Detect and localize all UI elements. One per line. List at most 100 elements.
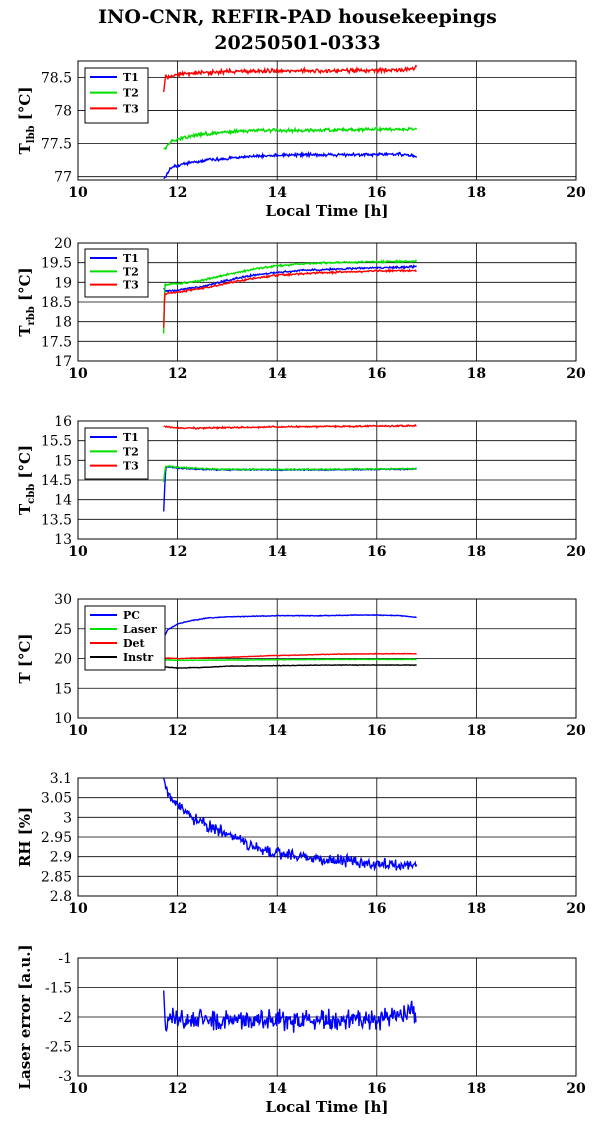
panel-rbb: 10 12 14 16 18 20 17 17.5 18 18.5 19 19.5 20 Trbb [°C…: [16, 236, 586, 382]
panel-rh: 10 12 14 16 18 20 2.8 2.85 2.9 2.95 3 3.05 3.1 RH [%]: [16, 771, 586, 917]
y-tick-label: 3.1: [50, 771, 72, 787]
y-tick-label: 13: [54, 532, 72, 548]
x-tick-label: 12: [168, 366, 187, 382]
x-tick-label: 10: [68, 901, 88, 917]
series-line-t3: [163, 64, 418, 93]
y-tick-label: 30: [54, 592, 72, 608]
x-tick-label: 10: [68, 185, 88, 201]
x-tick-label: 18: [467, 544, 486, 560]
x-tick-label: 18: [467, 723, 486, 739]
series-line-laser: [163, 990, 417, 1033]
legend-label: T1: [123, 252, 139, 265]
plot-frame: [77, 60, 577, 181]
x-tick-label: 14: [267, 723, 287, 739]
x-tick-label: 20: [566, 366, 586, 382]
y-tick-label: 77: [54, 170, 72, 186]
x-tick-label: 16: [367, 366, 386, 382]
y-tick-label: 14: [54, 493, 72, 509]
y-tick-label: 20: [54, 652, 72, 668]
legend-label: T2: [123, 87, 139, 100]
y-axis-label: Laser error [a.u.]: [16, 944, 34, 1089]
x-tick-label: 18: [467, 185, 486, 201]
series-line-instr: [163, 663, 417, 670]
series-line-rh: [163, 778, 418, 872]
x-tick-label: 12: [168, 544, 187, 560]
y-axis-label: T [°C]: [16, 633, 34, 683]
y-tick-label: 13.5: [41, 512, 72, 528]
y-tick-label: -2: [58, 1010, 72, 1026]
legend-label: T1: [123, 431, 139, 444]
chart-title-line2: 20250501-0333: [214, 32, 381, 54]
legend-label: Det: [123, 637, 146, 650]
legend-label: T2: [123, 265, 139, 278]
y-tick-label: 2.95: [41, 830, 72, 846]
panel-temps: 10 12 14 16 18 20 10 15 20 25 30 T [°C] PCLaserDetIn…: [16, 592, 586, 739]
chart-title-line1: INO-CNR, REFIR-PAD housekeepings: [98, 6, 497, 28]
series-line-laser: [163, 658, 417, 662]
series-line-pc: [163, 613, 417, 639]
x-tick-label: 14: [267, 1081, 287, 1097]
x-tick-label: 12: [168, 723, 187, 739]
y-tick-label: 18.5: [41, 295, 72, 311]
y-tick-label: 77.5: [41, 137, 72, 153]
y-tick-label: 17: [54, 354, 72, 370]
y-tick-label: 17.5: [41, 334, 72, 350]
y-tick-label: 2.85: [41, 869, 72, 885]
legend-label: T2: [123, 445, 139, 458]
x-tick-label: 16: [367, 185, 386, 201]
series-line-t2: [163, 465, 418, 483]
y-tick-label: 3.05: [41, 791, 72, 807]
x-tick-label: 16: [367, 1081, 386, 1097]
y-tick-label: 15.5: [41, 434, 72, 450]
x-tick-label: 20: [566, 723, 586, 739]
series-line-t1: [163, 150, 418, 180]
y-tick-label: -2.5: [45, 1040, 72, 1056]
series-line-t3: [163, 268, 417, 328]
y-axis-label: RH [%]: [16, 807, 34, 867]
x-tick-label: 18: [467, 1081, 486, 1097]
legend-label: Instr: [123, 651, 153, 664]
x-tick-label: 10: [68, 723, 88, 739]
y-tick-label: 20: [54, 236, 72, 252]
x-tick-label: 16: [367, 544, 386, 560]
legend-label: T3: [123, 460, 139, 473]
legend-label: T1: [123, 71, 139, 84]
y-tick-label: 18: [54, 315, 72, 331]
y-tick-label: -1: [58, 951, 72, 967]
y-axis-label: Tcbb [°C]: [16, 445, 37, 515]
x-tick-label: 14: [267, 366, 287, 382]
y-tick-label: 78: [54, 104, 72, 120]
x-tick-label: 20: [566, 901, 586, 917]
x-tick-label: 14: [267, 544, 287, 560]
x-tick-label: 16: [367, 901, 386, 917]
x-tick-label: 12: [168, 901, 187, 917]
y-tick-label: 15: [54, 681, 72, 697]
y-tick-label: 2.8: [50, 889, 72, 905]
series-line-t3: [163, 423, 417, 431]
x-tick-label: 10: [68, 1081, 88, 1097]
series-line-t2: [163, 258, 418, 334]
x-tick-label: 10: [68, 544, 88, 560]
y-tick-label: 19: [54, 275, 72, 291]
y-tick-label: 25: [54, 622, 72, 638]
x-tick-label: 18: [467, 366, 486, 382]
panel-laser: 10 12 14 16 18 20 -3 -2.5 -2 -1.5 -1 Local Time [h]…: [16, 944, 586, 1116]
panel-cbb: 10 12 14 16 18 20 13 13.5 14 14.5 15 15.5 16 Tcbb [°C…: [16, 414, 586, 560]
y-tick-label: 14.5: [41, 473, 72, 489]
y-axis-label: Tlbb [°C]: [16, 87, 37, 155]
series-line-t2: [163, 125, 418, 151]
x-tick-label: 20: [566, 1081, 586, 1097]
y-tick-label: 78.5: [41, 71, 72, 87]
x-axis-label: Local Time [h]: [266, 1098, 389, 1116]
x-tick-label: 14: [267, 901, 287, 917]
y-tick-label: 2.9: [50, 850, 72, 866]
legend-label: T3: [123, 279, 139, 292]
x-axis-label: Local Time [h]: [266, 202, 389, 220]
y-tick-label: 16: [54, 414, 72, 430]
x-tick-label: 20: [566, 185, 586, 201]
y-tick-label: 15: [54, 453, 72, 469]
